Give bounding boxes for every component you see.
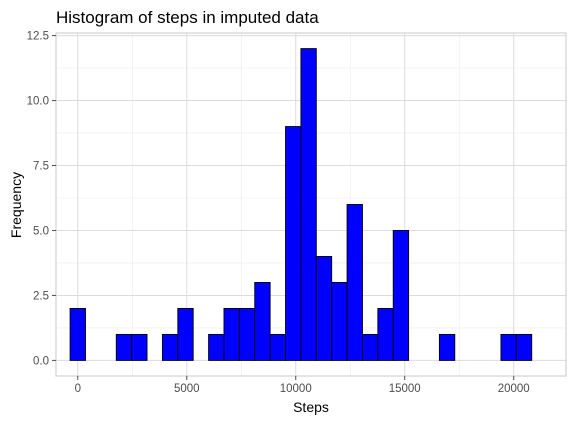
y-axis-ticks: 0.0 2.5 5.0 7.5 10.0 12.5 bbox=[27, 31, 56, 367]
histogram-bar bbox=[346, 204, 363, 361]
histogram-bar bbox=[115, 333, 133, 361]
histogram-bar bbox=[285, 126, 302, 361]
y-tick-label: 7.5 bbox=[33, 161, 49, 173]
x-axis-title: Steps bbox=[293, 399, 329, 415]
y-tick-label: 0.0 bbox=[33, 355, 49, 367]
histogram-bar bbox=[315, 256, 333, 361]
histogram-bar bbox=[300, 48, 317, 361]
histogram-bar bbox=[377, 307, 394, 361]
histogram-bar bbox=[208, 333, 225, 361]
histogram-bar bbox=[131, 333, 148, 361]
histogram-bar bbox=[254, 282, 271, 361]
histogram-bar bbox=[515, 333, 533, 361]
histogram-bar bbox=[269, 333, 286, 361]
histogram-bar bbox=[223, 307, 240, 361]
histogram-bars bbox=[69, 48, 533, 361]
x-tick-label: 10000 bbox=[280, 383, 312, 395]
y-tick-label: 12.5 bbox=[27, 31, 49, 43]
histogram-bar bbox=[392, 230, 410, 361]
x-tick-label: 0 bbox=[75, 383, 81, 395]
y-tick-label: 2.5 bbox=[33, 290, 49, 302]
histogram-bar bbox=[161, 333, 179, 361]
histogram-bar bbox=[177, 307, 194, 361]
y-tick-label: 5.0 bbox=[33, 225, 49, 237]
y-tick-label: 10.0 bbox=[27, 96, 49, 108]
histogram-bar bbox=[331, 282, 348, 361]
x-axis-ticks: 0 5000 10000 15000 20000 bbox=[75, 376, 530, 395]
plot-panel-border bbox=[55, 32, 567, 377]
histogram-bar bbox=[438, 333, 456, 361]
histogram-bar bbox=[238, 307, 256, 361]
x-tick-label: 20000 bbox=[498, 383, 530, 395]
x-tick-label: 5000 bbox=[174, 383, 200, 395]
histogram-bar bbox=[500, 333, 517, 361]
chart-title: Histogram of steps in imputed data bbox=[56, 8, 319, 27]
x-tick-label: 15000 bbox=[389, 383, 421, 395]
histogram-bar bbox=[362, 333, 379, 361]
y-axis-title: Frequency bbox=[8, 172, 24, 238]
histogram-bar bbox=[69, 307, 86, 361]
